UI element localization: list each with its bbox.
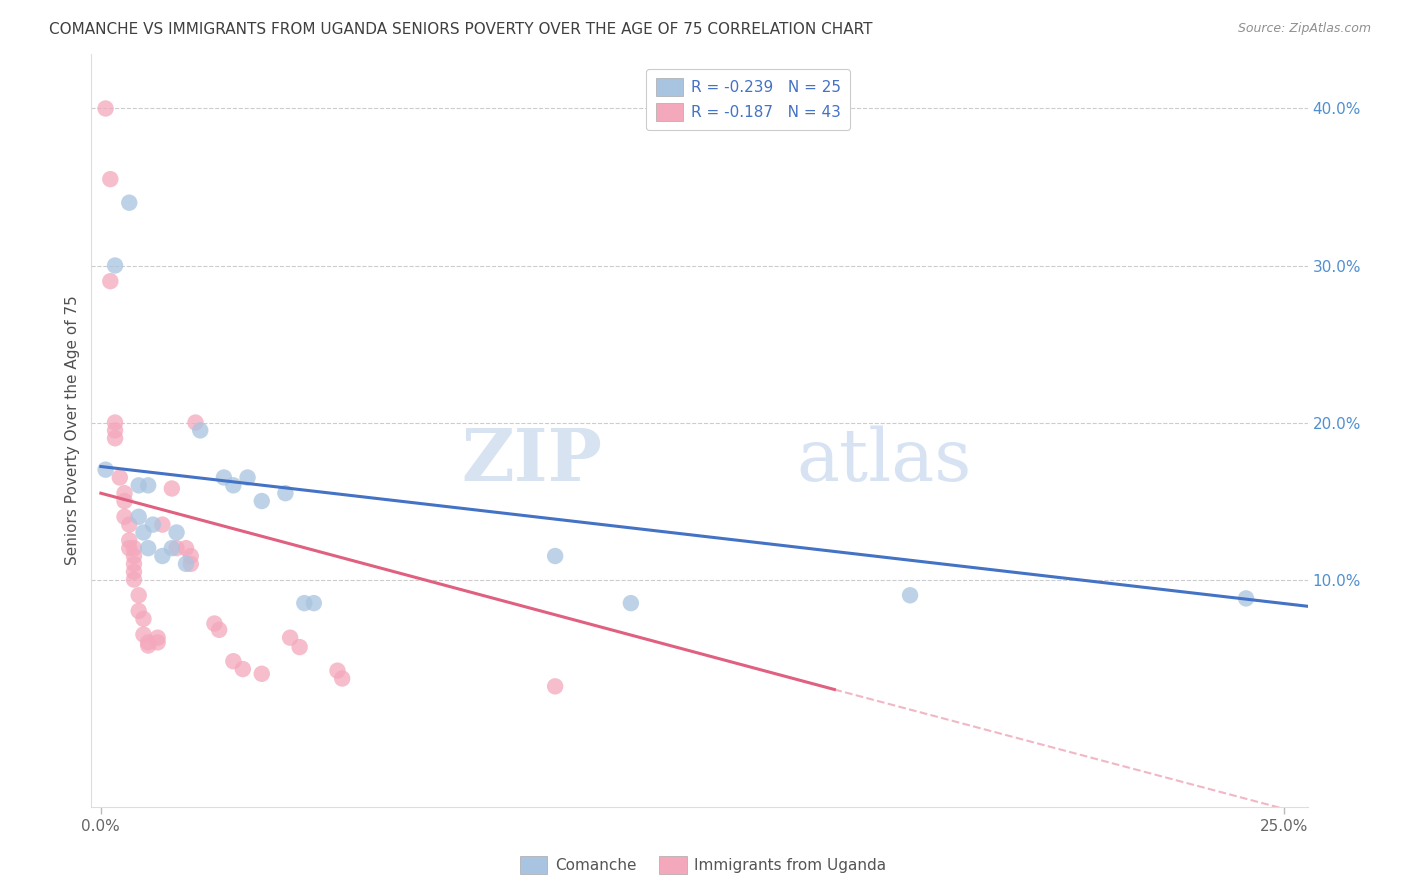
Point bbox=[132, 627, 155, 641]
Point bbox=[232, 662, 254, 676]
Point bbox=[122, 557, 145, 571]
Point bbox=[174, 557, 197, 571]
Point bbox=[326, 664, 349, 678]
Text: atlas: atlas bbox=[797, 425, 972, 496]
Point bbox=[114, 494, 136, 508]
Point bbox=[160, 541, 183, 556]
Point bbox=[180, 557, 202, 571]
Point bbox=[118, 517, 141, 532]
Point bbox=[128, 604, 150, 618]
Point bbox=[146, 635, 169, 649]
Point bbox=[128, 478, 150, 492]
Point bbox=[122, 549, 145, 563]
Point bbox=[204, 616, 226, 631]
Point bbox=[114, 486, 136, 500]
Point bbox=[132, 525, 155, 540]
Point bbox=[122, 541, 145, 556]
Legend: Comanche, Immigrants from Uganda: Comanche, Immigrants from Uganda bbox=[513, 850, 893, 880]
Point bbox=[166, 525, 188, 540]
Point bbox=[136, 541, 159, 556]
Point bbox=[118, 533, 141, 548]
Point bbox=[104, 259, 127, 273]
Point bbox=[128, 588, 150, 602]
Point bbox=[180, 549, 202, 563]
Point bbox=[222, 654, 245, 668]
Text: ZIP: ZIP bbox=[461, 425, 602, 496]
Point bbox=[250, 666, 273, 681]
Point bbox=[118, 195, 141, 210]
Point bbox=[114, 509, 136, 524]
Point bbox=[222, 478, 245, 492]
Point bbox=[250, 494, 273, 508]
Point bbox=[136, 639, 159, 653]
Point bbox=[620, 596, 643, 610]
Point bbox=[122, 565, 145, 579]
Point bbox=[160, 482, 183, 496]
Point bbox=[118, 541, 141, 556]
Point bbox=[146, 631, 169, 645]
Point bbox=[292, 596, 315, 610]
Point bbox=[104, 416, 127, 430]
Point bbox=[212, 470, 235, 484]
Point bbox=[128, 509, 150, 524]
Point bbox=[122, 573, 145, 587]
Text: Source: ZipAtlas.com: Source: ZipAtlas.com bbox=[1237, 22, 1371, 36]
Point bbox=[544, 549, 567, 563]
Point bbox=[136, 635, 159, 649]
Point bbox=[98, 274, 121, 288]
Point bbox=[174, 541, 197, 556]
Point bbox=[150, 549, 173, 563]
Point bbox=[288, 640, 311, 654]
Text: COMANCHE VS IMMIGRANTS FROM UGANDA SENIORS POVERTY OVER THE AGE OF 75 CORRELATIO: COMANCHE VS IMMIGRANTS FROM UGANDA SENIO… bbox=[49, 22, 873, 37]
Point bbox=[94, 102, 117, 116]
Point bbox=[1234, 591, 1257, 606]
Point bbox=[94, 463, 117, 477]
Point bbox=[142, 517, 165, 532]
Point bbox=[278, 631, 301, 645]
Point bbox=[150, 517, 173, 532]
Point bbox=[104, 424, 127, 438]
Point bbox=[184, 416, 207, 430]
Point bbox=[302, 596, 325, 610]
Point bbox=[166, 541, 188, 556]
Point bbox=[898, 588, 921, 602]
Point bbox=[132, 612, 155, 626]
Point bbox=[188, 424, 211, 438]
Point bbox=[108, 470, 131, 484]
Point bbox=[236, 470, 259, 484]
Point bbox=[330, 672, 353, 686]
Point bbox=[208, 623, 231, 637]
Legend: R = -0.239   N = 25, R = -0.187   N = 43: R = -0.239 N = 25, R = -0.187 N = 43 bbox=[647, 69, 849, 130]
Point bbox=[274, 486, 297, 500]
Point bbox=[98, 172, 121, 186]
Y-axis label: Seniors Poverty Over the Age of 75: Seniors Poverty Over the Age of 75 bbox=[65, 295, 80, 566]
Point bbox=[104, 431, 127, 445]
Point bbox=[544, 679, 567, 693]
Point bbox=[136, 478, 159, 492]
